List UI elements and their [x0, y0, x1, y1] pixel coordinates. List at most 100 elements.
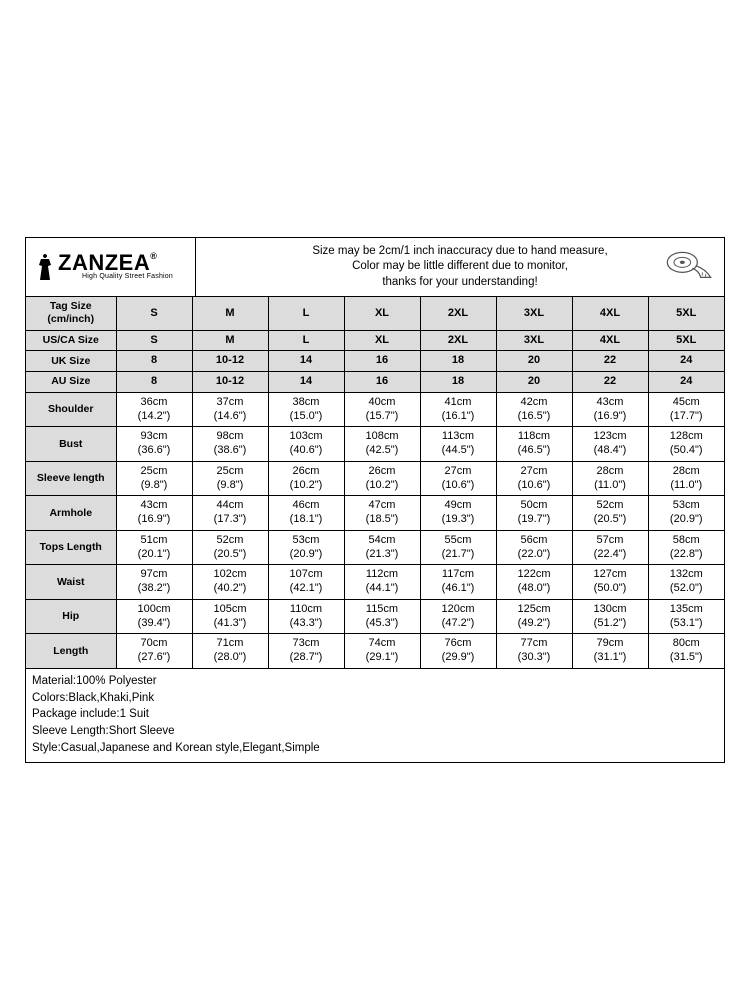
table-row: Waist97cm(38.2")102cm(40.2")107cm(42.1")…: [26, 565, 724, 600]
cell: 53cm(20.9"): [648, 496, 724, 531]
note-line: Color may be little different due to mon…: [200, 259, 720, 275]
cell: 51cm(20.1"): [116, 530, 192, 565]
row-label: UK Size: [26, 351, 116, 372]
logo-cell: ZANZEA® High Quality Street Fashion: [26, 238, 196, 297]
cell: 2XL: [420, 330, 496, 351]
cell: 26cm(10.2"): [268, 461, 344, 496]
table-row: Tag Size (cm/inch)SMLXL2XL3XL4XL5XL: [26, 297, 724, 330]
cell: 16: [344, 351, 420, 372]
cell: 27cm(10.6"): [496, 461, 572, 496]
row-label: US/CA Size: [26, 330, 116, 351]
cell: 22: [572, 351, 648, 372]
cell: 44cm(17.3"): [192, 496, 268, 531]
cell: 18: [420, 351, 496, 372]
cell: S: [116, 297, 192, 330]
row-label: Sleeve length: [26, 461, 116, 496]
cell: 5XL: [648, 297, 724, 330]
cell: 28cm(11.0"): [572, 461, 648, 496]
cell: 18: [420, 372, 496, 393]
cell: 108cm(42.5"): [344, 427, 420, 462]
cell: M: [192, 297, 268, 330]
note-line: Size may be 2cm/1 inch inaccuracy due to…: [200, 244, 720, 260]
cell: XL: [344, 330, 420, 351]
size-chart: ZANZEA® High Quality Street Fashion Size…: [25, 237, 725, 763]
cell: 103cm(40.6"): [268, 427, 344, 462]
cell: 55cm(21.7"): [420, 530, 496, 565]
note-line: thanks for your understanding!: [200, 275, 720, 291]
cell: S: [116, 330, 192, 351]
cell: 76cm(29.9"): [420, 634, 496, 669]
brand-name: ZANZEA®: [58, 252, 173, 274]
cell: 52cm(20.5"): [572, 496, 648, 531]
cell: 57cm(22.4"): [572, 530, 648, 565]
cell: 52cm(20.5"): [192, 530, 268, 565]
footer-line: Package include:1 Suit: [32, 706, 718, 723]
cell: 102cm(40.2"): [192, 565, 268, 600]
cell: 10-12: [192, 351, 268, 372]
cell: 77cm(30.3"): [496, 634, 572, 669]
cell: 117cm(46.1"): [420, 565, 496, 600]
cell: 3XL: [496, 297, 572, 330]
cell: 53cm(20.9"): [268, 530, 344, 565]
cell: 128cm(50.4"): [648, 427, 724, 462]
cell: 74cm(29.1"): [344, 634, 420, 669]
cell: 5XL: [648, 330, 724, 351]
row-label: Tag Size (cm/inch): [26, 297, 116, 330]
dress-silhouette-icon: [34, 252, 56, 282]
table-row: Tops Length51cm(20.1")52cm(20.5")53cm(20…: [26, 530, 724, 565]
cell: 54cm(21.3"): [344, 530, 420, 565]
cell: 125cm(49.2"): [496, 599, 572, 634]
cell: 58cm(22.8"): [648, 530, 724, 565]
table-row: Hip100cm(39.4")105cm(41.3")110cm(43.3")1…: [26, 599, 724, 634]
measuring-tape-icon: [664, 246, 714, 282]
cell: 8: [116, 372, 192, 393]
cell: 43cm(16.9"): [116, 496, 192, 531]
row-label: AU Size: [26, 372, 116, 393]
table-row: UK Size810-12141618202224: [26, 351, 724, 372]
cell: 118cm(46.5"): [496, 427, 572, 462]
cell: 40cm(15.7"): [344, 392, 420, 427]
cell: 80cm(31.5"): [648, 634, 724, 669]
cell: M: [192, 330, 268, 351]
cell: 56cm(22.0"): [496, 530, 572, 565]
header-row: ZANZEA® High Quality Street Fashion Size…: [26, 238, 724, 298]
cell: 110cm(43.3"): [268, 599, 344, 634]
cell: 113cm(44.5"): [420, 427, 496, 462]
cell: 25cm(9.8"): [192, 461, 268, 496]
table-row: AU Size810-12141618202224: [26, 372, 724, 393]
cell: 105cm(41.3"): [192, 599, 268, 634]
cell: 4XL: [572, 330, 648, 351]
footer-line: Colors:Black,Khaki,Pink: [32, 690, 718, 707]
size-table: Tag Size (cm/inch)SMLXL2XL3XL4XL5XLUS/CA…: [26, 297, 724, 669]
cell: 47cm(18.5"): [344, 496, 420, 531]
footer-line: Style:Casual,Japanese and Korean style,E…: [32, 740, 718, 757]
cell: 107cm(42.1"): [268, 565, 344, 600]
cell: 97cm(38.2"): [116, 565, 192, 600]
cell: 16: [344, 372, 420, 393]
cell: 14: [268, 351, 344, 372]
cell: 14: [268, 372, 344, 393]
note-cell: Size may be 2cm/1 inch inaccuracy due to…: [196, 238, 724, 297]
cell: 45cm(17.7"): [648, 392, 724, 427]
cell: 132cm(52.0"): [648, 565, 724, 600]
cell: 10-12: [192, 372, 268, 393]
cell: 28cm(11.0"): [648, 461, 724, 496]
cell: 41cm(16.1"): [420, 392, 496, 427]
cell: 20: [496, 372, 572, 393]
cell: 4XL: [572, 297, 648, 330]
row-label: Waist: [26, 565, 116, 600]
row-label: Length: [26, 634, 116, 669]
cell: 24: [648, 372, 724, 393]
row-label: Tops Length: [26, 530, 116, 565]
row-label: Armhole: [26, 496, 116, 531]
cell: L: [268, 330, 344, 351]
cell: 79cm(31.1"): [572, 634, 648, 669]
cell: 46cm(18.1"): [268, 496, 344, 531]
cell: 122cm(48.0"): [496, 565, 572, 600]
cell: 8: [116, 351, 192, 372]
cell: 115cm(45.3"): [344, 599, 420, 634]
footer-line: Sleeve Length:Short Sleeve: [32, 723, 718, 740]
cell: 3XL: [496, 330, 572, 351]
cell: 36cm(14.2"): [116, 392, 192, 427]
cell: 50cm(19.7"): [496, 496, 572, 531]
